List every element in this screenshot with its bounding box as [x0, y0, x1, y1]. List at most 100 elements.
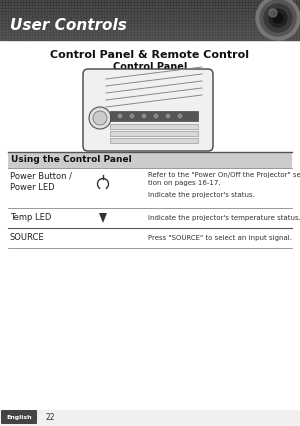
Circle shape — [121, 31, 122, 32]
Circle shape — [165, 113, 171, 119]
Circle shape — [141, 113, 147, 119]
Circle shape — [145, 3, 146, 4]
Circle shape — [181, 6, 182, 7]
Circle shape — [295, 0, 296, 1]
Circle shape — [193, 19, 194, 20]
Circle shape — [133, 25, 134, 26]
Bar — [0, 9, 300, 10]
Circle shape — [169, 31, 170, 32]
Bar — [0, 29, 300, 30]
Circle shape — [265, 6, 266, 7]
Circle shape — [259, 19, 260, 20]
Circle shape — [253, 31, 254, 32]
Circle shape — [253, 3, 254, 4]
Circle shape — [223, 19, 224, 20]
Circle shape — [202, 31, 203, 32]
Circle shape — [121, 6, 122, 7]
Circle shape — [163, 25, 164, 26]
Circle shape — [1, 22, 2, 23]
Circle shape — [133, 6, 134, 7]
Circle shape — [160, 34, 161, 35]
Circle shape — [265, 19, 266, 20]
Circle shape — [229, 31, 230, 32]
Circle shape — [31, 31, 32, 32]
Circle shape — [31, 6, 32, 7]
Circle shape — [151, 34, 152, 35]
Circle shape — [153, 113, 159, 119]
Circle shape — [271, 31, 272, 32]
Circle shape — [118, 22, 119, 23]
Circle shape — [193, 22, 194, 23]
Circle shape — [181, 19, 182, 20]
Circle shape — [93, 111, 107, 125]
Circle shape — [217, 28, 218, 29]
Circle shape — [199, 6, 200, 7]
Circle shape — [175, 31, 176, 32]
Circle shape — [295, 28, 296, 29]
Circle shape — [160, 22, 161, 23]
Circle shape — [177, 113, 183, 119]
Circle shape — [1, 31, 2, 32]
Circle shape — [238, 22, 239, 23]
Circle shape — [235, 6, 236, 7]
Circle shape — [187, 3, 188, 4]
Circle shape — [85, 31, 86, 32]
Circle shape — [31, 19, 32, 20]
Circle shape — [133, 3, 134, 4]
Circle shape — [193, 25, 194, 26]
Text: Control Panel: Control Panel — [113, 62, 187, 72]
Circle shape — [79, 31, 80, 32]
Circle shape — [7, 34, 8, 35]
Circle shape — [163, 22, 164, 23]
Text: SOURCE: SOURCE — [10, 233, 45, 242]
Circle shape — [118, 19, 119, 20]
Circle shape — [100, 34, 101, 35]
Bar — [0, 25, 300, 26]
Circle shape — [205, 22, 206, 23]
Circle shape — [79, 25, 80, 26]
Bar — [0, 7, 300, 8]
Circle shape — [202, 22, 203, 23]
Circle shape — [193, 28, 194, 29]
Circle shape — [235, 0, 236, 1]
Circle shape — [295, 19, 296, 20]
Bar — [0, 10, 300, 11]
Circle shape — [238, 28, 239, 29]
Bar — [110, 138, 198, 143]
Text: Control Panel & Remote Control: Control Panel & Remote Control — [50, 50, 250, 60]
Circle shape — [253, 28, 254, 29]
Bar — [0, 12, 300, 13]
Circle shape — [115, 0, 116, 1]
Bar — [0, 18, 300, 19]
Circle shape — [13, 6, 14, 7]
Circle shape — [117, 113, 123, 119]
Circle shape — [13, 34, 14, 35]
Circle shape — [241, 25, 242, 26]
Circle shape — [19, 6, 20, 7]
Circle shape — [229, 6, 230, 7]
Circle shape — [199, 22, 200, 23]
Circle shape — [223, 28, 224, 29]
Circle shape — [271, 34, 272, 35]
Circle shape — [7, 25, 8, 26]
Bar — [0, 6, 300, 7]
Circle shape — [67, 22, 68, 23]
Circle shape — [49, 19, 50, 20]
Circle shape — [229, 19, 230, 20]
Circle shape — [202, 25, 203, 26]
Bar — [0, 8, 300, 9]
Circle shape — [85, 19, 86, 20]
Circle shape — [217, 6, 218, 7]
Circle shape — [157, 31, 158, 32]
Circle shape — [139, 6, 140, 7]
Circle shape — [202, 34, 203, 35]
Circle shape — [187, 34, 188, 35]
Circle shape — [295, 3, 296, 4]
Circle shape — [160, 6, 161, 7]
Circle shape — [31, 34, 32, 35]
Text: Temp LED: Temp LED — [10, 213, 51, 222]
Circle shape — [247, 19, 248, 20]
Circle shape — [79, 28, 80, 29]
Circle shape — [25, 3, 26, 4]
Circle shape — [277, 34, 278, 35]
